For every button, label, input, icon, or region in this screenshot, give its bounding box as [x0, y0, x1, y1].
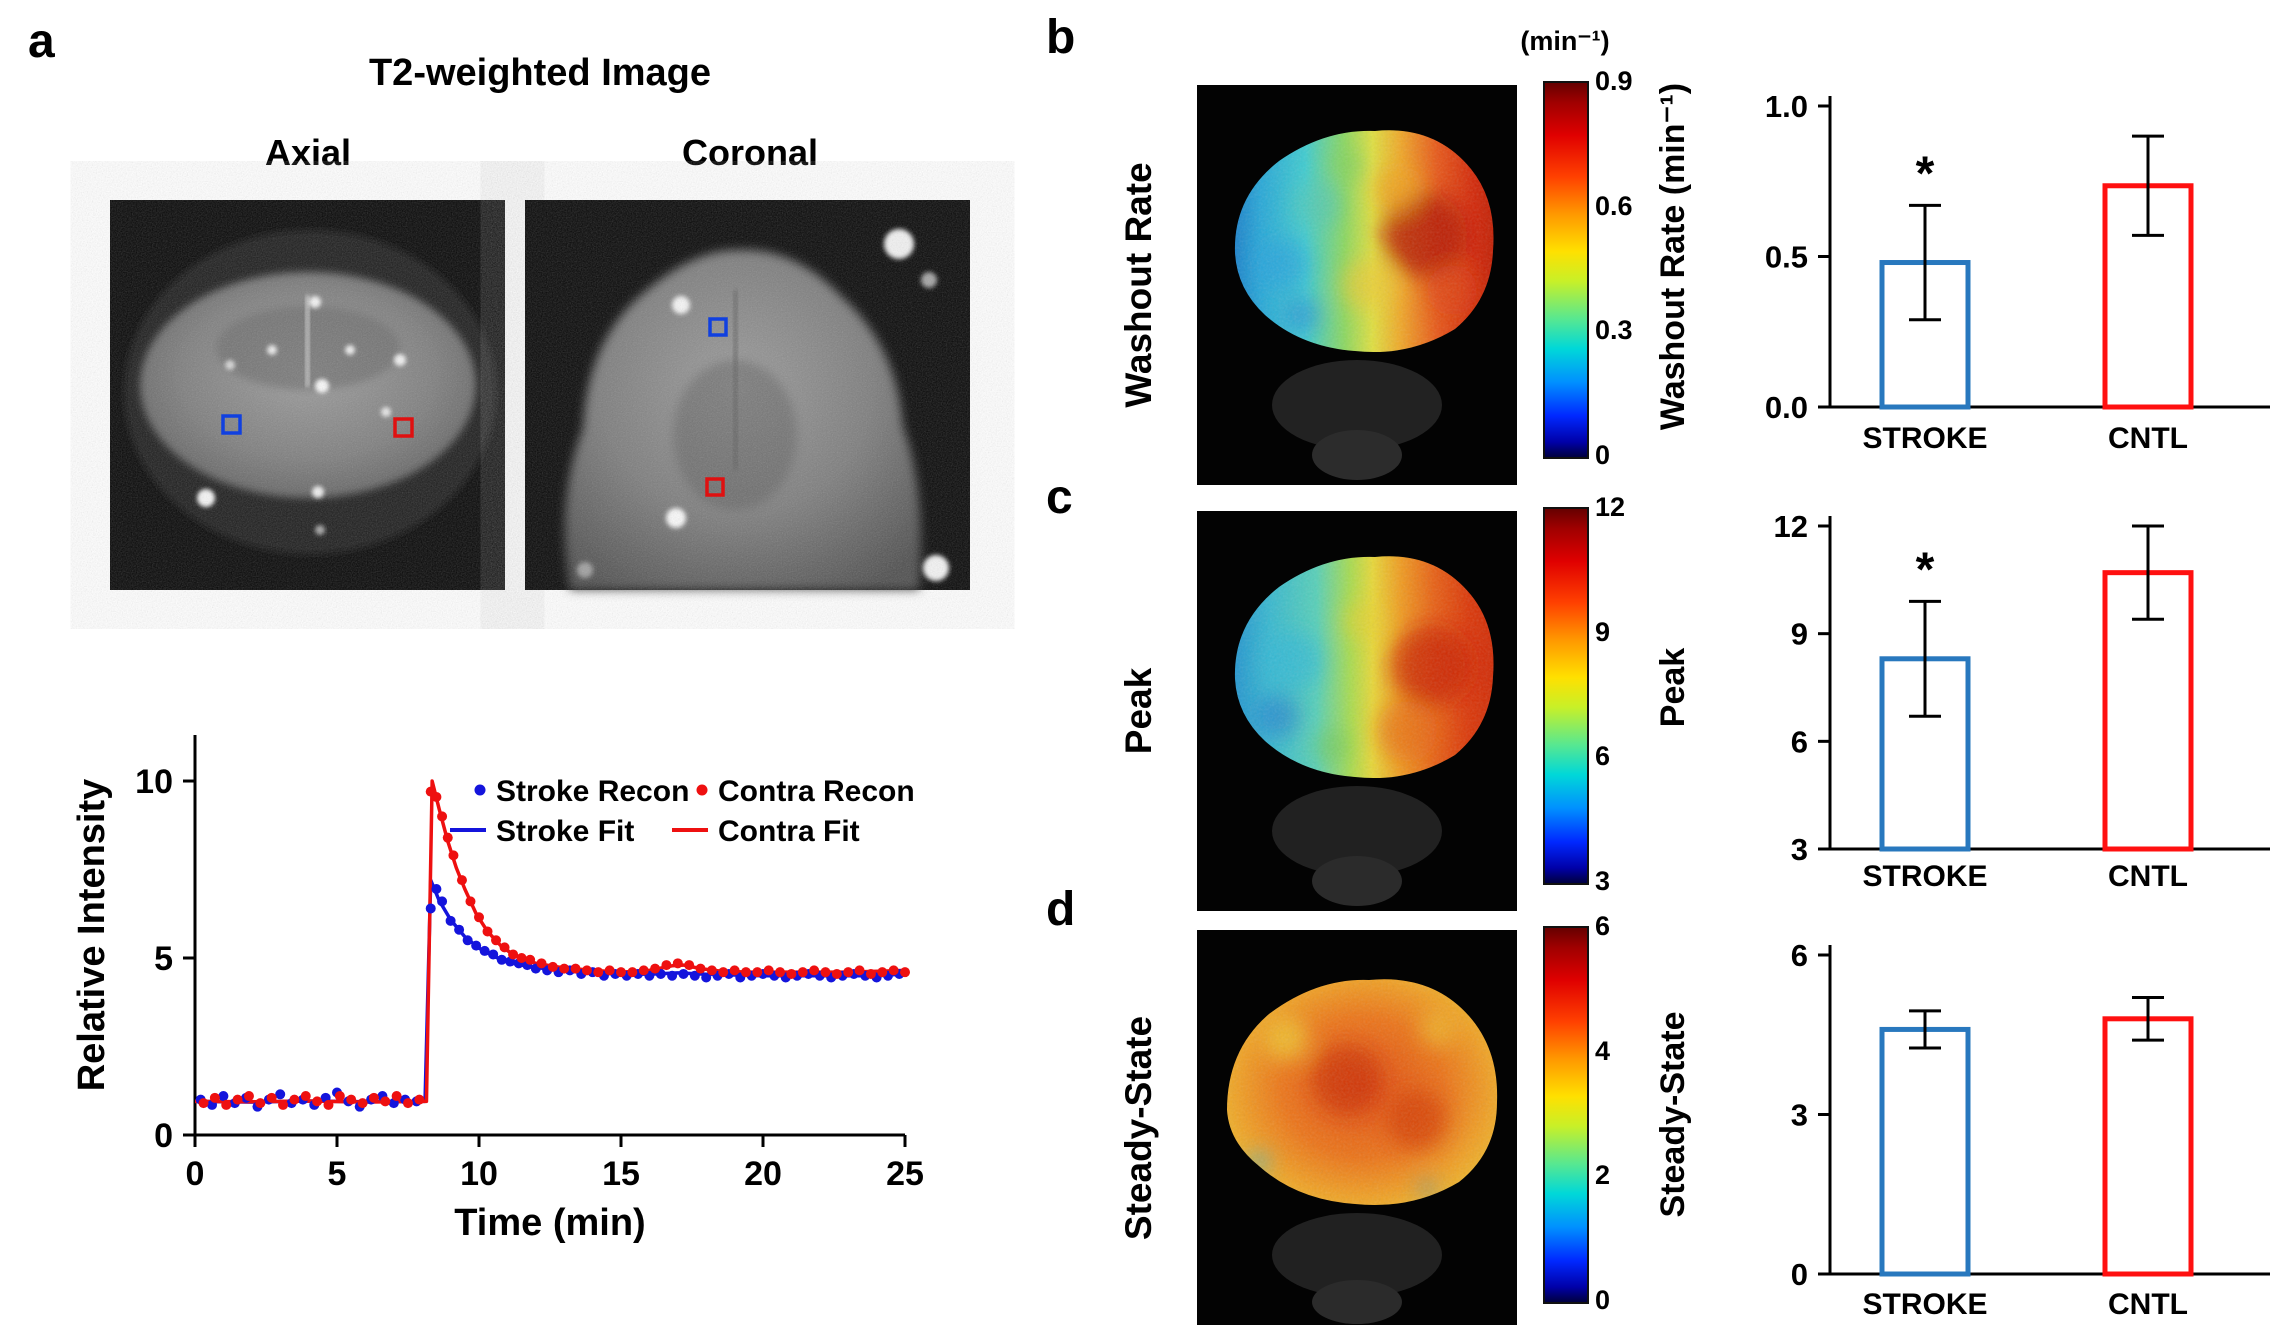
washout-bar-chart: 0.0 0.5 1.0 STROKE * CNTL Washout Rate (min⁻¹) [1654, 83, 2270, 455]
colorbar-c-tick-min: 3 [1595, 866, 1611, 896]
colorbar-c-tick-2: 9 [1595, 617, 1611, 647]
colorbar-unit-label: (min⁻¹) [1520, 26, 1610, 56]
colorbar-b-tick-max: 0.9 [1595, 66, 1633, 96]
steady-state-map-anatomy-lower [1312, 1280, 1402, 1324]
category-label: CNTL [2108, 422, 2188, 455]
colorbar-b-tick-2: 0.6 [1595, 191, 1633, 221]
peak-bar-chart: 3 6 9 12 STROKE * CNTL Peak [1654, 509, 2270, 893]
axial-label: Axial [264, 132, 352, 173]
y-tick-label: 9 [1791, 617, 1808, 652]
scatter-stroke-recon [195, 883, 905, 1112]
x-tick-label: 25 [886, 1155, 924, 1193]
legend-label: Contra Fit [718, 815, 860, 848]
steady-state-map-image [1197, 930, 1517, 1325]
y-tick-label: 1.0 [1765, 89, 1808, 124]
steady-state-map-overlay [1227, 979, 1498, 1206]
coronal-noise-texture [525, 200, 970, 590]
colorbar-d-tick-min: 0 [1595, 1285, 1611, 1315]
significance-asterisk: * [1916, 147, 1935, 200]
contra-roi-marker-axial [393, 417, 414, 438]
y-tick-label: 0 [1791, 1257, 1808, 1292]
legend-label: Contra Recon [718, 775, 915, 808]
y-tick-label: 0.0 [1765, 390, 1808, 425]
washout-map-overlay [1234, 130, 1494, 353]
steady-state-map-anatomy [1272, 1213, 1442, 1297]
y-tick-label: 3 [1791, 832, 1808, 867]
steady-state-bar-chart: 0 3 6 STROKE CNTL Steady-State [1654, 938, 2270, 1321]
coronal-label: Coronal [681, 132, 818, 173]
x-axis-label: Time (min) [454, 1202, 645, 1244]
y-tick-label: 10 [135, 763, 173, 801]
peak-map-anatomy [1272, 786, 1442, 876]
x-tick-label: 5 [328, 1155, 347, 1193]
panel-letter-b: b [1046, 11, 1076, 64]
panel-letter-c: c [1046, 471, 1073, 524]
scatter-contra-recon [198, 786, 910, 1110]
peak-map-anatomy-lower [1312, 856, 1402, 906]
significance-asterisk: * [1916, 543, 1935, 596]
stroke-roi-marker-coronal [708, 317, 728, 337]
bar-y-axis-label: Steady-State [1654, 1012, 1692, 1218]
bar-y-axis-label: Washout Rate (min⁻¹) [1654, 83, 1692, 430]
y-tick-label: 3 [1791, 1098, 1808, 1133]
panel-letter-d: d [1046, 883, 1076, 936]
x-tick-label: 0 [186, 1155, 205, 1193]
washout-map-anatomy [1272, 360, 1442, 450]
colorbar-d-tick-max: 6 [1595, 911, 1611, 941]
bar-y-axis-label: Peak [1654, 648, 1692, 727]
colorbar-d-tick-2: 4 [1595, 1036, 1611, 1066]
panel-letter-a: a [28, 15, 55, 68]
colorbar-b [1543, 81, 1589, 459]
washout-row-label: Washout Rate [1118, 162, 1159, 408]
category-label: CNTL [2108, 860, 2188, 893]
category-label: STROKE [1862, 422, 1987, 455]
peak-map-overlay [1234, 556, 1494, 779]
coronal-mri-image [525, 200, 970, 590]
x-tick-label: 20 [744, 1155, 782, 1193]
legend-dot-marker [474, 784, 486, 796]
stroke-roi-marker-axial [221, 414, 242, 435]
colorbar-c-tick-3: 6 [1595, 741, 1611, 771]
contra-roi-marker-coronal [705, 477, 725, 497]
colorbar-d-tick-3: 2 [1595, 1160, 1611, 1190]
tic-curve-chart: 0 5 10 15 20 25 0 5 10 Time (min) Relative Intensi… [71, 735, 924, 1244]
y-axis-label: Relative Intensity [71, 779, 113, 1092]
peak-map-image [1197, 511, 1517, 911]
legend-dot-marker [696, 784, 708, 796]
colorbar-b-tick-3: 0.3 [1595, 315, 1633, 345]
colorbar-c-tick-max: 12 [1595, 492, 1626, 522]
bar-cntl [2102, 1016, 2194, 1277]
y-tick-label: 0 [154, 1117, 173, 1155]
colorbar-d [1543, 926, 1589, 1304]
y-tick-label: 0.5 [1765, 240, 1808, 275]
t2-weighted-title: T2-weighted Image [368, 52, 712, 94]
y-tick-label: 12 [1774, 509, 1808, 544]
fit-line-stroke-fit [194, 878, 906, 1104]
steady-state-row-label: Steady-State [1118, 1015, 1159, 1241]
washout-map-image [1197, 85, 1517, 485]
peak-row-label: Peak [1118, 667, 1159, 755]
legend-label: Stroke Recon [496, 775, 689, 808]
axial-mri-image [110, 200, 505, 590]
category-label: STROKE [1862, 1288, 1987, 1321]
washout-map-anatomy-lower [1312, 430, 1402, 480]
axial-noise-texture [110, 200, 505, 590]
y-tick-label: 6 [1791, 938, 1808, 973]
x-tick-label: 15 [602, 1155, 640, 1193]
y-tick-label: 6 [1791, 724, 1808, 759]
colorbar-b-tick-min: 0 [1595, 440, 1611, 470]
legend-label: Stroke Fit [496, 815, 634, 848]
category-label: CNTL [2108, 1288, 2188, 1321]
bar-stroke [1879, 1026, 1971, 1277]
y-tick-label: 5 [154, 940, 173, 978]
colorbar-c [1543, 507, 1589, 885]
x-tick-label: 10 [460, 1155, 498, 1193]
category-label: STROKE [1862, 860, 1987, 893]
